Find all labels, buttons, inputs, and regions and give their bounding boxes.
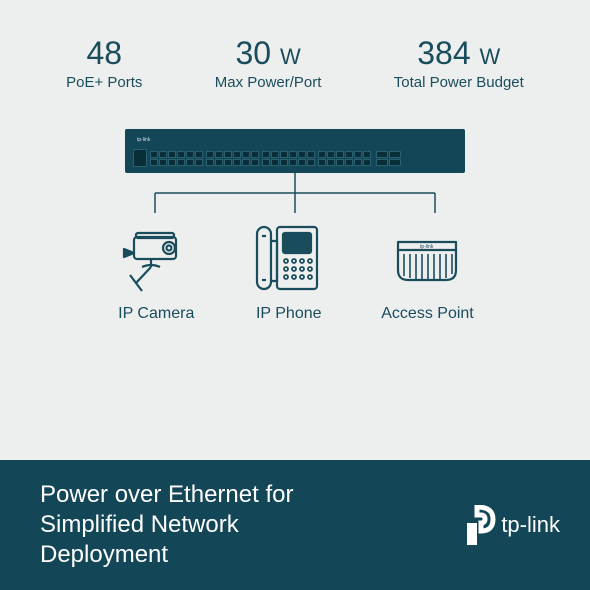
device-phone: IP Phone xyxy=(251,221,326,323)
network-switch-icon: tp-link xyxy=(125,129,465,173)
footer-line: Deployment xyxy=(40,541,168,568)
stat-label: Total Power Budget xyxy=(394,74,524,91)
ip-camera-icon xyxy=(116,221,196,299)
stat-label: PoE+ Ports xyxy=(66,74,142,91)
devices-row: IP Camera xyxy=(0,221,590,323)
stat-value: 384 W xyxy=(394,35,524,72)
connector-lines xyxy=(0,173,590,213)
stats-row: 48 PoE+ Ports 30 W Max Power/Port 384 W … xyxy=(0,0,590,91)
stat-unit: W xyxy=(480,44,501,69)
footer-headline: Power over Ethernet for Simplified Netwo… xyxy=(40,480,293,570)
stat-number: 384 xyxy=(417,35,470,71)
switch-brand-label: tp-link xyxy=(137,137,150,143)
tplink-logo-text: tp-link xyxy=(501,512,560,538)
footer-panel: Power over Ethernet for Simplified Netwo… xyxy=(0,460,590,590)
stat-budget: 384 W Total Power Budget xyxy=(394,35,524,91)
main-panel: 48 PoE+ Ports 30 W Max Power/Port 384 W … xyxy=(0,0,590,460)
stat-unit: W xyxy=(280,44,301,69)
device-label: Access Point xyxy=(381,305,473,323)
switch-container: tp-link xyxy=(0,129,590,173)
stat-value: 30 W xyxy=(215,35,322,72)
stat-maxpower: 30 W Max Power/Port xyxy=(215,35,322,91)
stat-label: Max Power/Port xyxy=(215,74,322,91)
device-ap: tp-link Access Point xyxy=(381,221,473,323)
device-label: IP Phone xyxy=(256,305,322,323)
device-label: IP Camera xyxy=(118,305,194,323)
stat-number: 30 xyxy=(235,35,271,71)
stat-ports: 48 PoE+ Ports xyxy=(66,35,142,91)
connector-svg xyxy=(145,173,445,213)
stat-value: 48 xyxy=(66,35,142,72)
svg-text:tp-link: tp-link xyxy=(420,244,434,250)
switch-ports xyxy=(133,149,457,167)
tplink-logo: tp-link xyxy=(463,505,560,545)
footer-line: Simplified Network xyxy=(40,511,239,538)
access-point-icon: tp-link xyxy=(388,221,466,299)
stat-number: 48 xyxy=(86,35,122,71)
device-camera: IP Camera xyxy=(116,221,196,323)
footer-line: Power over Ethernet for xyxy=(40,481,293,508)
tplink-logo-icon xyxy=(463,505,497,545)
ip-phone-icon xyxy=(251,221,326,299)
